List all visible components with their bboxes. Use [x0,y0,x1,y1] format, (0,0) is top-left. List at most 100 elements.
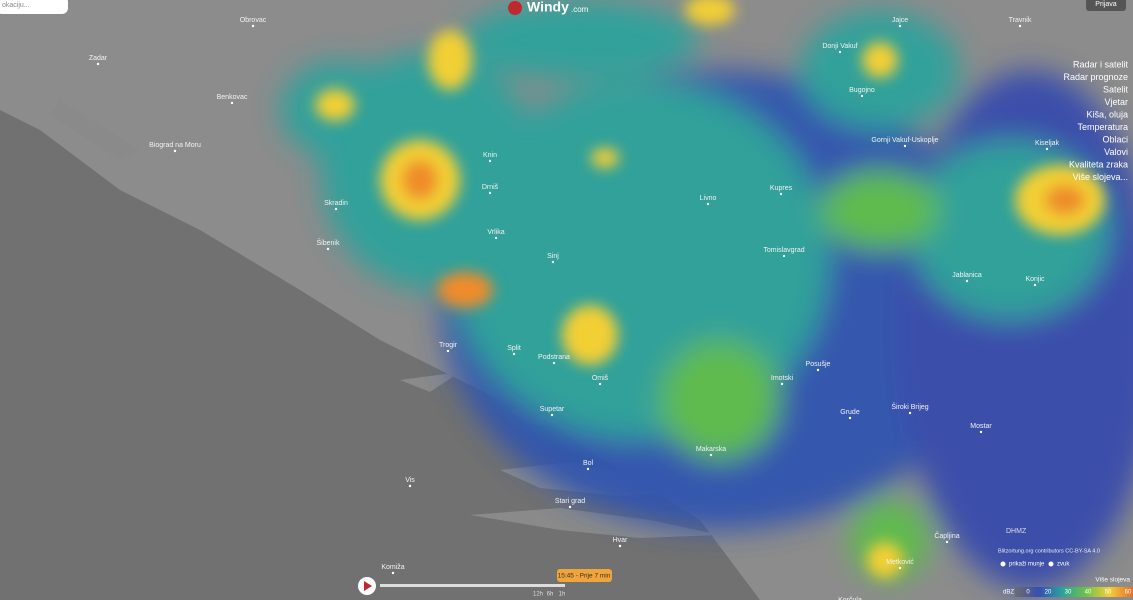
city-dot [251,24,255,28]
city-label[interactable]: Travnik [1009,17,1032,24]
city-dot [860,94,864,98]
city-dot [446,349,450,353]
city-label[interactable]: Split [507,345,521,352]
city-label[interactable]: Zadar [89,55,108,62]
city-label[interactable]: Bol [583,460,594,467]
city-label[interactable]: Omiš [592,375,609,382]
city-dot [903,144,907,148]
time-step[interactable]: 1h [559,592,566,598]
legend-bar [1015,587,1133,597]
option[interactable]: zvuk [1057,562,1070,568]
city-label[interactable]: Obrovac [240,17,267,24]
city-labels: Obrovac Zadar Benkovac Biograd na Moru Skrad… [89,17,1060,600]
timeline[interactable] [380,584,565,587]
city-label[interactable]: Sinj [547,253,559,260]
search-box[interactable] [0,0,68,14]
city-dot [618,544,622,548]
city-label[interactable]: Komiža [381,564,404,571]
city-dot [709,453,713,457]
city-label[interactable]: Donji Vakuf [822,43,857,50]
city-label[interactable]: Široki Brijeg [891,402,928,411]
city-dot [568,505,572,509]
city-dot [1033,283,1037,287]
toggle[interactable] [1048,561,1054,567]
menu-item[interactable]: Više slojeva... [1073,172,1128,182]
city-label[interactable]: Trogir [439,342,458,349]
time-step[interactable]: 6h [547,592,554,598]
city-label[interactable]: Vis [405,477,415,484]
city-dot [898,566,902,570]
city-label[interactable]: Drniš [482,184,499,191]
menu-item[interactable]: Oblaci [1102,134,1128,144]
time-steps: 12h 6h 1h [533,592,565,598]
city-label[interactable]: Biograd na Moru [149,142,201,149]
more-layers[interactable]: Više slojeva [1095,577,1130,584]
toggle[interactable] [1000,561,1006,567]
city-label[interactable]: Makarska [696,446,726,453]
city-label[interactable]: Kupres [770,185,793,192]
city-dot [908,411,912,415]
city-dot [848,416,852,420]
attribution: Blitzortung.org contributors CC-BY-SA 4.… [998,548,1100,554]
city-label[interactable]: Podstrana [538,354,570,361]
login-button[interactable] [1086,0,1126,11]
menu-item[interactable]: Temperatura [1077,122,1128,132]
city-dot [838,50,842,54]
login[interactable]: Prijava [1095,1,1117,8]
city-label[interactable]: Supetar [540,406,565,413]
city-label[interactable]: Metković [886,559,914,566]
city-dot [552,361,556,365]
city-label[interactable]: Livno [700,195,717,202]
city-dot [512,352,516,356]
city-label[interactable]: Mostar [970,423,992,430]
city-dot [230,101,234,105]
city-label[interactable]: Šibenik [317,238,340,247]
legend-value: 40 [1085,590,1092,596]
city-label[interactable]: Posušje [806,361,831,368]
menu-item[interactable]: Vjetar [1104,97,1128,107]
menu-item[interactable]: Radar prognoze [1063,72,1128,82]
city-label[interactable]: Hvar [613,537,628,544]
city-label[interactable]: Tomislavgrad [763,247,804,254]
city-dot [551,260,555,264]
logo[interactable]: Windy [527,0,569,15]
option[interactable]: prikaži munje [1009,562,1045,568]
city-dot [173,149,177,153]
menu-item[interactable]: Satelit [1103,84,1129,94]
menu-item[interactable]: Kvaliteta zraka [1069,159,1128,169]
city-label[interactable]: Čapljina [934,531,959,540]
legend-unit: dBZ [1003,590,1014,596]
city-label[interactable]: Kiseljak [1035,140,1060,147]
city-label[interactable]: Imotski [771,375,794,382]
city-label[interactable]: Stari grad [555,498,585,505]
city-label[interactable]: Jajce [892,17,908,24]
city-dot [494,236,498,240]
menu-item[interactable]: Radar i satelit [1073,59,1129,69]
radar-echo [280,0,1133,590]
menu-item[interactable]: Kiša, oluja [1086,109,1128,119]
layer-menu: Radar i satelit Radar prognoze Satelit Vjet… [1063,59,1128,182]
city-label[interactable]: Gornji Vakuf-Uskoplje [871,137,938,144]
city-label[interactable]: Jablanica [952,272,982,279]
city-dot [965,279,969,283]
time: 15:45 - Prije 7 min [558,573,611,580]
city-dot [979,430,983,434]
legend-value: 20 [1045,590,1052,596]
city-label[interactable]: Vrlika [487,229,504,236]
city-label[interactable]: Knin [483,152,497,159]
menu-item[interactable]: Valovi [1104,147,1128,157]
city-label[interactable]: Benkovac [217,94,248,101]
logo-suffix: .com [571,5,589,14]
city-label[interactable]: Korčula [838,597,862,600]
city-label[interactable]: Konjic [1025,276,1045,283]
city-dot [326,247,330,251]
legend-value: 50 [1105,590,1112,596]
city-label[interactable]: Bugojno [849,87,875,94]
city-label[interactable]: Skradin [324,200,348,207]
time-step[interactable]: 12h [533,592,543,598]
city-dot [779,192,783,196]
play-icon [364,581,372,591]
city-dot [782,254,786,258]
city-label[interactable]: Grude [840,409,860,416]
city-dot [706,202,710,206]
